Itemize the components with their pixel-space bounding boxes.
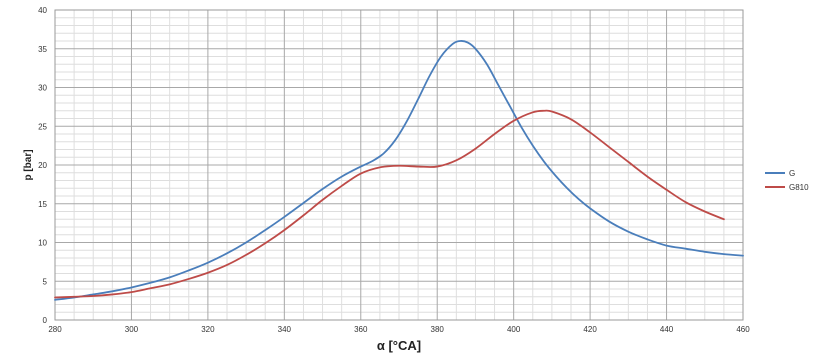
x-tick-label: 420 <box>583 325 597 334</box>
y-tick-labels: 0 5 10 15 20 25 30 35 40 <box>38 6 47 325</box>
y-tick-label: 0 <box>43 316 48 325</box>
x-tick-label: 400 <box>507 325 521 334</box>
y-tick-label: 15 <box>38 200 47 209</box>
y-tick-label: 40 <box>38 6 47 15</box>
legend-label-g: G <box>789 169 795 178</box>
series-line-g <box>54 40 744 301</box>
plot-frame <box>54 9 744 321</box>
x-tick-label: 300 <box>125 325 139 334</box>
x-tick-label: 280 <box>48 325 62 334</box>
x-tick-label: 460 <box>736 325 750 334</box>
series-line-g810 <box>54 109 725 299</box>
series-layer <box>54 40 744 301</box>
y-tick-label: 10 <box>38 239 47 248</box>
y-tick-label: 35 <box>38 45 47 54</box>
x-tick-label: 320 <box>201 325 215 334</box>
y-tick-label: 30 <box>38 84 47 93</box>
x-tick-label: 340 <box>278 325 292 334</box>
x-axis-title: α [°CA] <box>377 338 421 353</box>
x-tick-labels: 280 300 320 340 360 380 400 420 440 460 <box>48 325 750 334</box>
legend-label-g810: G810 <box>789 183 809 192</box>
y-axis-title: p [bar] <box>23 149 34 180</box>
y-tick-label: 25 <box>38 122 47 131</box>
y-tick-label: 5 <box>43 277 48 286</box>
x-tick-label: 360 <box>354 325 368 334</box>
legend: G G810 <box>765 169 809 192</box>
x-tick-label: 440 <box>660 325 674 334</box>
y-tick-label: 20 <box>38 161 47 170</box>
x-tick-label: 380 <box>431 325 445 334</box>
